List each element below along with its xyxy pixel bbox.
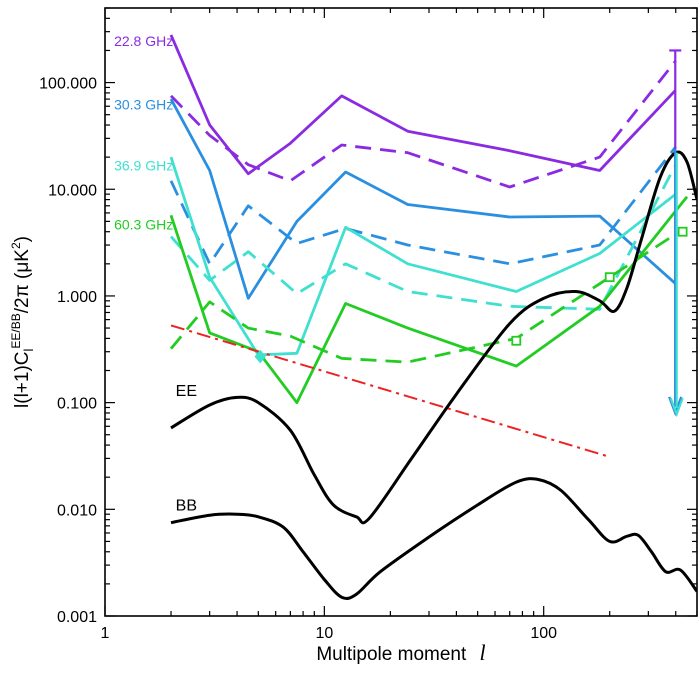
- series-30-3-ghz-bb: [169, 145, 677, 266]
- curve-label-bb: BB: [176, 497, 197, 514]
- series-22-8-ghz-ee: [169, 34, 677, 176]
- series-layer: [169, 34, 697, 600]
- series-36-9-ghz-ee: [169, 156, 677, 357]
- freq-label-36-9-ghz: 36.9 GHz: [114, 157, 173, 173]
- upper-limit-arrows: [668, 49, 684, 418]
- y-tick-label: 0.010: [57, 502, 97, 519]
- series-foreground-model: [170, 324, 610, 458]
- y-title-tail: /2π (μK: [12, 249, 33, 314]
- x-axis-title-symbol: l: [480, 640, 486, 665]
- x-tick-label: 100: [530, 625, 557, 642]
- series-36-9-ghz-bb: [169, 164, 677, 311]
- x-tick-label: 10: [315, 625, 333, 642]
- freq-label-30-3-ghz: 30.3 GHz: [114, 96, 173, 112]
- y-axis-title: l(l+1)ClEE/BB/2π (μK2): [9, 236, 36, 408]
- x-axis-title-main: Multipole moment: [316, 644, 467, 665]
- y-tick-label: 100.000: [39, 76, 97, 93]
- marker-square: [604, 272, 615, 283]
- y-tick-label: 0.100: [57, 396, 97, 413]
- marker-square: [677, 226, 688, 237]
- marker-diamond: [254, 349, 266, 364]
- freq-label-60-3-ghz: 60.3 GHz: [114, 216, 173, 232]
- y-tick-label: 10.000: [48, 182, 97, 199]
- series-60-3-ghz-bb: [169, 228, 684, 364]
- series-ee: [170, 150, 697, 525]
- curve-label-ee: EE: [176, 383, 197, 400]
- upper-limit-arrow: [669, 152, 684, 418]
- y-tick-label: 1.000: [57, 289, 97, 306]
- marker-square: [511, 335, 522, 346]
- y-tick-label: 0.001: [57, 609, 97, 626]
- y-title-sup: EE/BB: [9, 313, 23, 348]
- label-layer: 22.8 GHz 30.3 GHz 36.9 GHz 60.3 GHz EE BB: [114, 33, 197, 514]
- series-60-3-ghz-ee: [169, 195, 689, 405]
- series-30-3-ghz-ee: [169, 98, 677, 300]
- series-22-8-ghz-bb: [169, 59, 677, 189]
- x-tick-label: 1: [101, 625, 110, 642]
- axis-layer: 1 10 100 0.001 0.010 0.100 1.000 10.000 100.000: [39, 7, 698, 642]
- x-axis-title: Multipole moment l: [316, 640, 485, 665]
- y-title-main: l(l+1)C: [12, 351, 33, 407]
- plot-frame: [104, 7, 698, 617]
- y-title-sub: l: [21, 348, 36, 351]
- marker-layer: [254, 226, 688, 364]
- freq-label-22-8-ghz: 22.8 GHz: [114, 33, 173, 49]
- series-bb: [170, 477, 697, 600]
- y-title-end: ): [12, 236, 33, 242]
- y-title-sup2: 2: [9, 242, 23, 249]
